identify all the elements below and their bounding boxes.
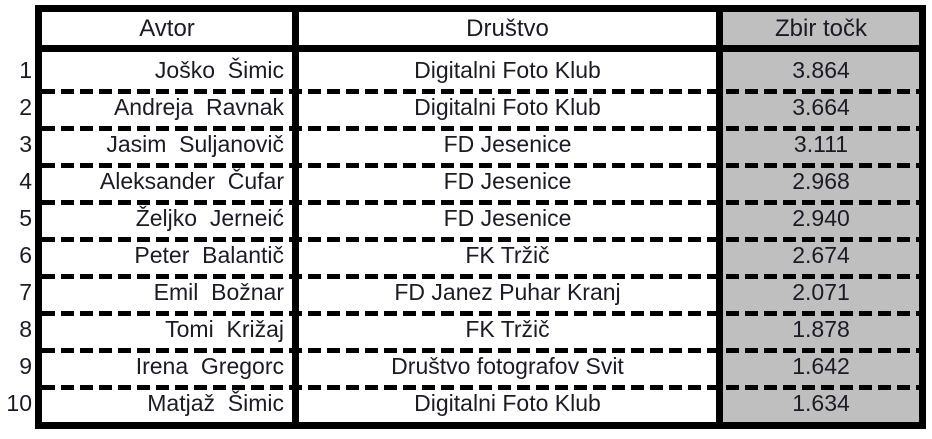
- column-divider: [716, 12, 723, 422]
- rank-column-spacer: [0, 5, 35, 52]
- club-cell: FD Janez Puhar Kranj: [394, 279, 621, 305]
- score-cell: 2.674: [723, 237, 919, 274]
- score-cell: 1.878: [723, 311, 919, 348]
- club-cell: FD Jesenice: [443, 131, 572, 157]
- column-header-author: Avtor: [139, 14, 195, 42]
- author-cell: Emil Božnar: [153, 279, 284, 305]
- club-cell: Digitalni Foto Klub: [414, 94, 601, 120]
- score-cell: 2.071: [723, 274, 919, 311]
- column-header-score: Zbir točk: [723, 12, 919, 45]
- rank-label: 6: [19, 242, 32, 268]
- author-cell: Tomi Križaj: [165, 316, 284, 342]
- rank-label: 7: [19, 279, 32, 305]
- score-cell: 2.940: [723, 200, 919, 237]
- score-cell: 1.634: [723, 385, 919, 422]
- rank-label: 5: [19, 205, 32, 231]
- author-cell: Aleksander Čufar: [99, 168, 284, 194]
- author-cell: Irena Gregorc: [135, 353, 284, 379]
- column-divider: [292, 12, 299, 422]
- rank-label: 8: [19, 316, 32, 342]
- table-row: Željko Jerneić FD Jesenice 2.940: [42, 200, 919, 237]
- club-cell: Digitalni Foto Klub: [414, 390, 601, 416]
- results-table: Avtor Društvo Zbir točk Joško Šimic Digi…: [35, 5, 926, 429]
- ranking-table: 1 2 3 4 5 6 7 8 9 10 Avtor Društvo Zbir …: [0, 5, 926, 429]
- club-cell: Digitalni Foto Klub: [414, 57, 601, 83]
- club-cell: FD Jesenice: [443, 205, 572, 231]
- table-row: Tomi Križaj FK Tržič 1.878: [42, 311, 919, 348]
- author-cell: Jasim Suljanovič: [106, 131, 284, 157]
- table-row: Peter Balantič FK Tržič 2.674: [42, 237, 919, 274]
- table-row: Matjaž Šimic Digitalni Foto Klub 1.634: [42, 385, 919, 422]
- table-row: Jasim Suljanovič FD Jesenice 3.111: [42, 126, 919, 163]
- rank-label: 9: [19, 353, 32, 379]
- table-row: Irena Gregorc Društvo fotografov Svit 1.…: [42, 348, 919, 385]
- rank-label: 4: [19, 168, 32, 194]
- rank-label: 3: [19, 131, 32, 157]
- club-cell: FK Tržič: [465, 242, 550, 268]
- score-cell: 2.968: [723, 163, 919, 200]
- table-row: Joško Šimic Digitalni Foto Klub 3.864: [42, 52, 919, 89]
- author-cell: Peter Balantič: [134, 242, 284, 268]
- rank-label: 2: [19, 94, 32, 120]
- table-row: Aleksander Čufar FD Jesenice 2.968: [42, 163, 919, 200]
- club-cell: FK Tržič: [465, 316, 550, 342]
- column-header-club: Društvo: [466, 14, 549, 42]
- table-row: Andreja Ravnak Digitalni Foto Klub 3.664: [42, 89, 919, 126]
- club-cell: Društvo fotografov Svit: [391, 353, 624, 379]
- author-cell: Andreja Ravnak: [113, 94, 284, 120]
- score-cell: 3.111: [723, 126, 919, 163]
- author-cell: Željko Jerneić: [135, 205, 284, 231]
- score-cell: 3.664: [723, 89, 919, 126]
- club-cell: FD Jesenice: [443, 168, 572, 194]
- rank-label: 10: [6, 390, 32, 416]
- header-row: Avtor Društvo Zbir točk: [42, 12, 919, 52]
- table-row: Emil Božnar FD Janez Puhar Kranj 2.071: [42, 274, 919, 311]
- rank-column: 1 2 3 4 5 6 7 8 9 10: [0, 5, 35, 429]
- score-cell: 1.642: [723, 348, 919, 385]
- author-cell: Joško Šimic: [154, 57, 284, 83]
- author-cell: Matjaž Šimic: [147, 390, 284, 416]
- rank-label: 1: [19, 57, 32, 83]
- score-cell: 3.864: [723, 52, 919, 89]
